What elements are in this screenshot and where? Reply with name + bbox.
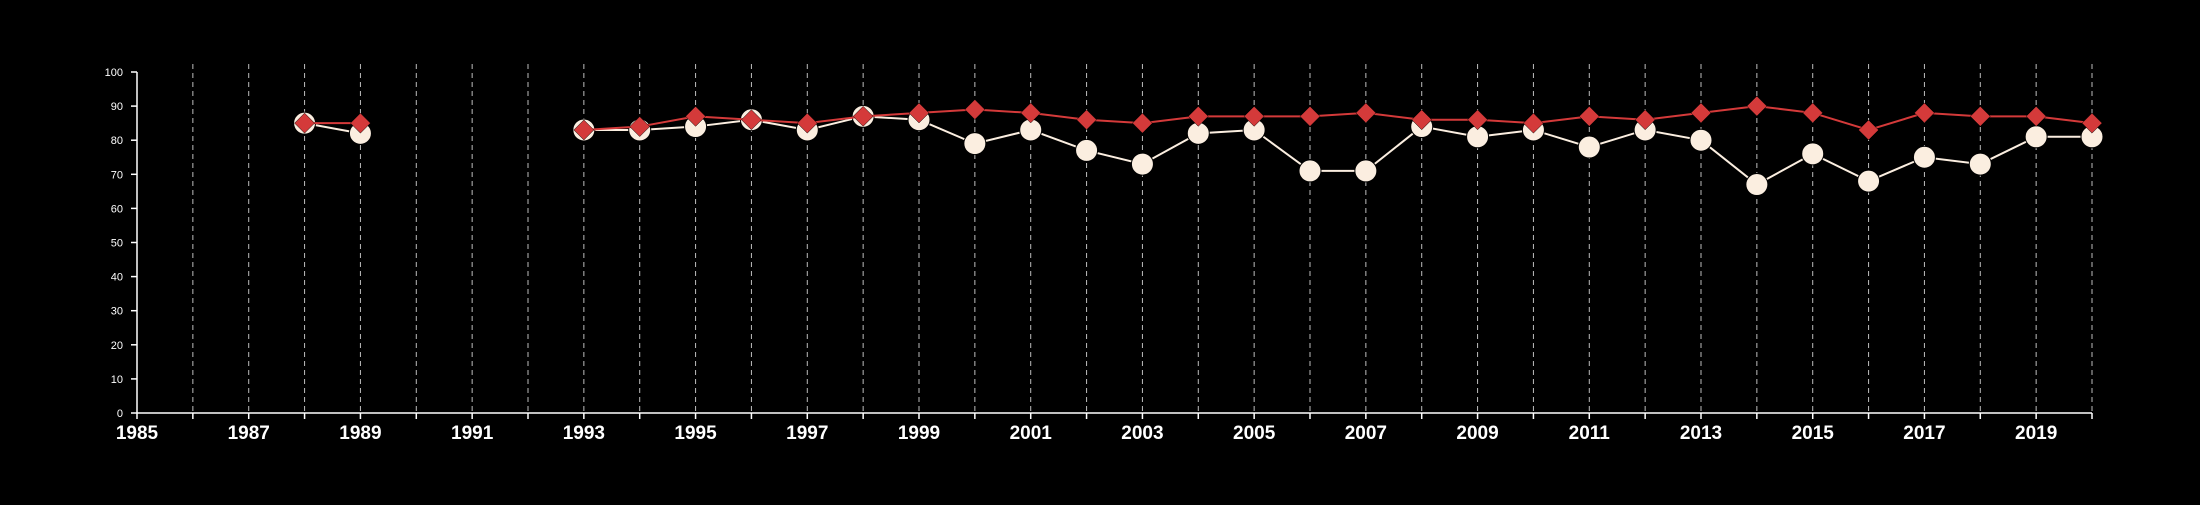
point-diamond-2000 (964, 99, 986, 120)
point-circle-2002 (1075, 138, 1099, 162)
x-tick-label: 1993 (563, 423, 605, 444)
point-diamond-1994 (629, 116, 651, 137)
point-diamond-2014 (1746, 95, 1768, 117)
point-circle-2003 (1130, 152, 1154, 176)
y-tick-label: 60 (111, 203, 123, 215)
point-diamond-2009 (1467, 109, 1488, 131)
point-diamond-2002 (1076, 109, 1097, 131)
point-diamond-1989 (350, 112, 371, 134)
point-diamond-2013 (1690, 102, 1712, 124)
y-tick-label: 10 (111, 374, 123, 386)
x-tick-label: 1985 (116, 423, 159, 444)
y-tick-label: 30 (111, 306, 123, 318)
point-circle-2000 (963, 132, 987, 156)
point-circle-2019 (2024, 125, 2048, 149)
y-tick-label: 40 (111, 272, 123, 284)
series-line-diamond (583, 105, 2093, 132)
point-diamond-1997 (796, 112, 818, 134)
point-circle-2018 (1968, 152, 1992, 176)
point-diamond-1999 (908, 102, 930, 124)
point-circle-2006 (1298, 159, 1322, 183)
point-diamond-2003 (1132, 112, 1153, 134)
point-diamond-1993 (573, 119, 595, 141)
point-diamond-1996 (741, 109, 762, 131)
point-diamond-2007 (1355, 102, 1377, 124)
point-circle-2013 (1689, 128, 1713, 152)
x-tick-label: 2011 (1569, 423, 1611, 444)
point-circle-2015 (1801, 142, 1825, 166)
point-diamond-2011 (1578, 105, 1600, 127)
x-tick-label: 1991 (451, 423, 494, 444)
y-tick-label: 80 (111, 135, 123, 147)
point-diamond-1995 (685, 105, 706, 127)
x-tick-label: 2009 (1456, 423, 1498, 444)
point-diamond-2008 (1411, 109, 1433, 131)
x-tick-label: 2019 (2015, 423, 2057, 444)
y-tick-label: 50 (111, 238, 123, 250)
y-tick-label: 0 (117, 408, 123, 420)
point-diamond-2015 (1802, 102, 1824, 124)
x-tick-label: 1989 (339, 423, 381, 444)
axes: 0 10 20 30 40 50 60 70 80 90 100 1985 1987 1989 1991 19… (105, 67, 2093, 444)
point-diamond-2018 (1969, 105, 1991, 127)
point-circle-2011 (1577, 135, 1601, 159)
x-tick-label: 2007 (1345, 423, 1387, 444)
x-tick-label: 2017 (1903, 423, 1945, 444)
point-diamond-2004 (1187, 105, 1209, 127)
point-circle-2017 (1912, 145, 1936, 169)
y-tick-label: 70 (111, 169, 123, 181)
point-diamond-2017 (1914, 102, 1935, 124)
point-diamond-1988 (294, 112, 315, 134)
x-tick-label: 2015 (1792, 423, 1835, 444)
x-tick-label: 1995 (674, 423, 717, 444)
point-diamond-2006 (1299, 105, 1321, 127)
x-tick-label: 1997 (786, 423, 828, 444)
x-tick-label: 2013 (1680, 423, 1722, 444)
point-diamond-2001 (1020, 102, 1042, 124)
x-tick-label: 2005 (1233, 423, 1276, 444)
x-tick-label: 2003 (1121, 423, 1163, 444)
x-tick-label: 2001 (1010, 423, 1053, 444)
point-diamond-2019 (2025, 105, 2047, 127)
y-tick-label: 20 (111, 340, 123, 352)
y-tick-label: 90 (111, 101, 123, 113)
point-circle-2007 (1354, 159, 1378, 183)
point-diamond-2010 (1523, 112, 1544, 134)
x-tick-label: 1999 (898, 423, 940, 444)
series-diamond (294, 95, 2103, 141)
point-diamond-2012 (1634, 109, 1656, 131)
point-diamond-1998 (852, 105, 874, 127)
point-circle-2016 (1857, 169, 1881, 193)
y-tick-label: 100 (105, 67, 123, 79)
series-line-circle (583, 115, 2092, 186)
data-series (293, 95, 2104, 197)
point-circle-2014 (1745, 173, 1769, 197)
x-tick-label: 1987 (228, 423, 270, 444)
point-diamond-2016 (1858, 119, 1879, 141)
point-diamond-2020 (2081, 112, 2103, 134)
point-diamond-2005 (1243, 105, 1265, 127)
